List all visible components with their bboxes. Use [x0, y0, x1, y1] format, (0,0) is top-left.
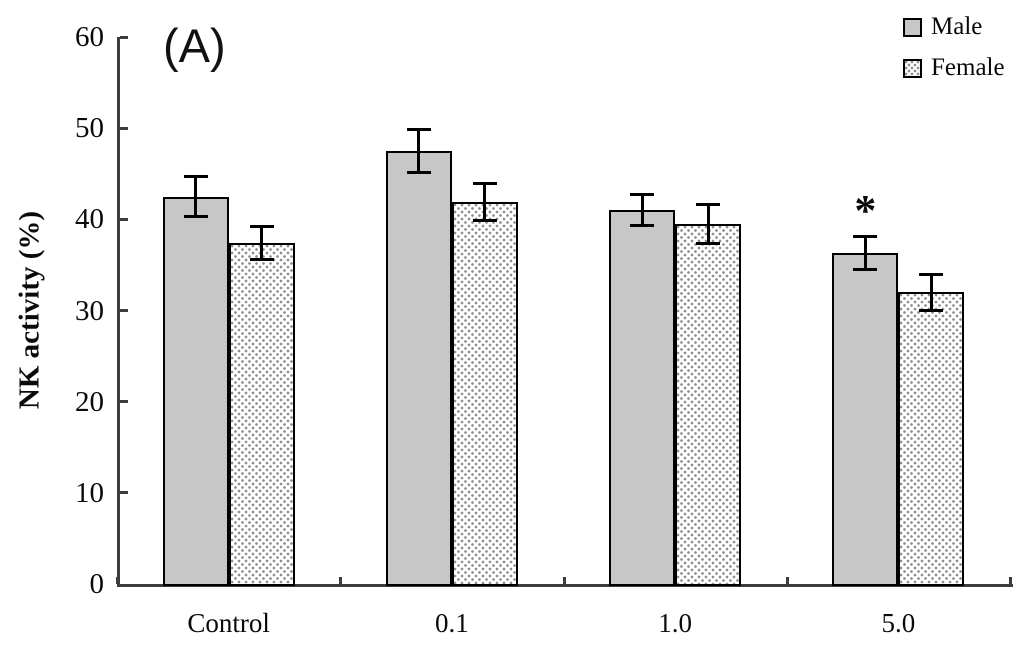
- x-axis-category-label: 5.0: [881, 608, 916, 638]
- y-axis-tick-label: 40: [75, 203, 104, 236]
- error-bar-cap-top: [853, 235, 878, 239]
- error-bar-cap-bottom: [696, 241, 721, 245]
- legend-item-male: Male: [903, 14, 1005, 40]
- error-bar-line: [483, 183, 487, 221]
- y-axis-tick: [120, 400, 128, 404]
- x-axis-category-label: 1.0: [658, 608, 692, 638]
- error-bar-cap-bottom: [472, 218, 497, 222]
- x-axis-tick: [339, 577, 343, 584]
- error-bar-line: [417, 129, 421, 173]
- y-axis-tick: [120, 126, 128, 130]
- bar-female-control: [228, 243, 295, 586]
- error-bar-line: [260, 226, 264, 260]
- error-bar-cap-top: [630, 193, 655, 197]
- y-axis-tick: [120, 491, 128, 495]
- x-axis-tick: [785, 577, 789, 584]
- error-bar-cap-bottom: [406, 171, 431, 175]
- error-bar-cap-bottom: [919, 309, 944, 312]
- bar-male-0.1: [385, 150, 452, 586]
- panel-label: (A): [163, 19, 226, 72]
- dotted-square-icon: [903, 58, 922, 78]
- error-bar-cap-top: [919, 272, 944, 276]
- legend-label: Male: [931, 13, 983, 40]
- x-axis-tick: [116, 577, 119, 584]
- legend-item-female: Female: [903, 55, 1005, 81]
- error-bar-cap-top: [183, 174, 208, 178]
- error-bar-cap-top: [696, 203, 721, 207]
- error-bar-line: [640, 194, 644, 226]
- error-bar-cap-bottom: [183, 215, 208, 219]
- x-axis-tick: [562, 577, 566, 584]
- error-bar-cap-bottom: [853, 267, 878, 271]
- significance-asterisk: *: [854, 185, 877, 235]
- x-axis-category-label: 0.1: [435, 608, 469, 638]
- error-bar-cap-top: [406, 127, 431, 131]
- y-axis-tick-label: 10: [75, 476, 104, 509]
- x-axis-tick: [1009, 577, 1012, 584]
- y-axis-tick: [120, 309, 128, 312]
- bar-female-1.0: [675, 223, 742, 586]
- y-axis-tick-label: 30: [75, 294, 104, 327]
- y-axis-tick: [120, 35, 128, 39]
- y-axis-tick-label: 20: [75, 385, 104, 418]
- error-bar-cap-bottom: [249, 257, 274, 261]
- error-bar-line: [929, 274, 933, 311]
- legend-label: Female: [931, 54, 1005, 81]
- bar-male-control: [162, 196, 229, 586]
- bar-male-1.0: [609, 210, 676, 586]
- x-axis-line: [117, 584, 1013, 587]
- error-bar-cap-top: [249, 225, 274, 229]
- y-axis-tick-label: 60: [75, 21, 104, 53]
- x-axis-category-label: Control: [187, 608, 270, 638]
- y-axis-tick-label: 50: [75, 112, 104, 145]
- error-bar-line: [194, 176, 198, 217]
- error-bar-line: [706, 204, 710, 244]
- error-bar-line: [863, 236, 867, 270]
- legend: Male Female: [903, 14, 1005, 81]
- error-bar-cap-bottom: [630, 224, 655, 228]
- bar-male-5.0: [832, 253, 899, 586]
- error-bar-cap-top: [472, 182, 497, 186]
- y-axis-tick: [120, 217, 128, 221]
- bar-female-5.0: [898, 292, 965, 586]
- y-axis-tick-label: 0: [89, 568, 105, 600]
- bar-female-0.1: [451, 202, 518, 586]
- gray-square-icon: [903, 17, 922, 37]
- y-axis-line: [117, 37, 120, 587]
